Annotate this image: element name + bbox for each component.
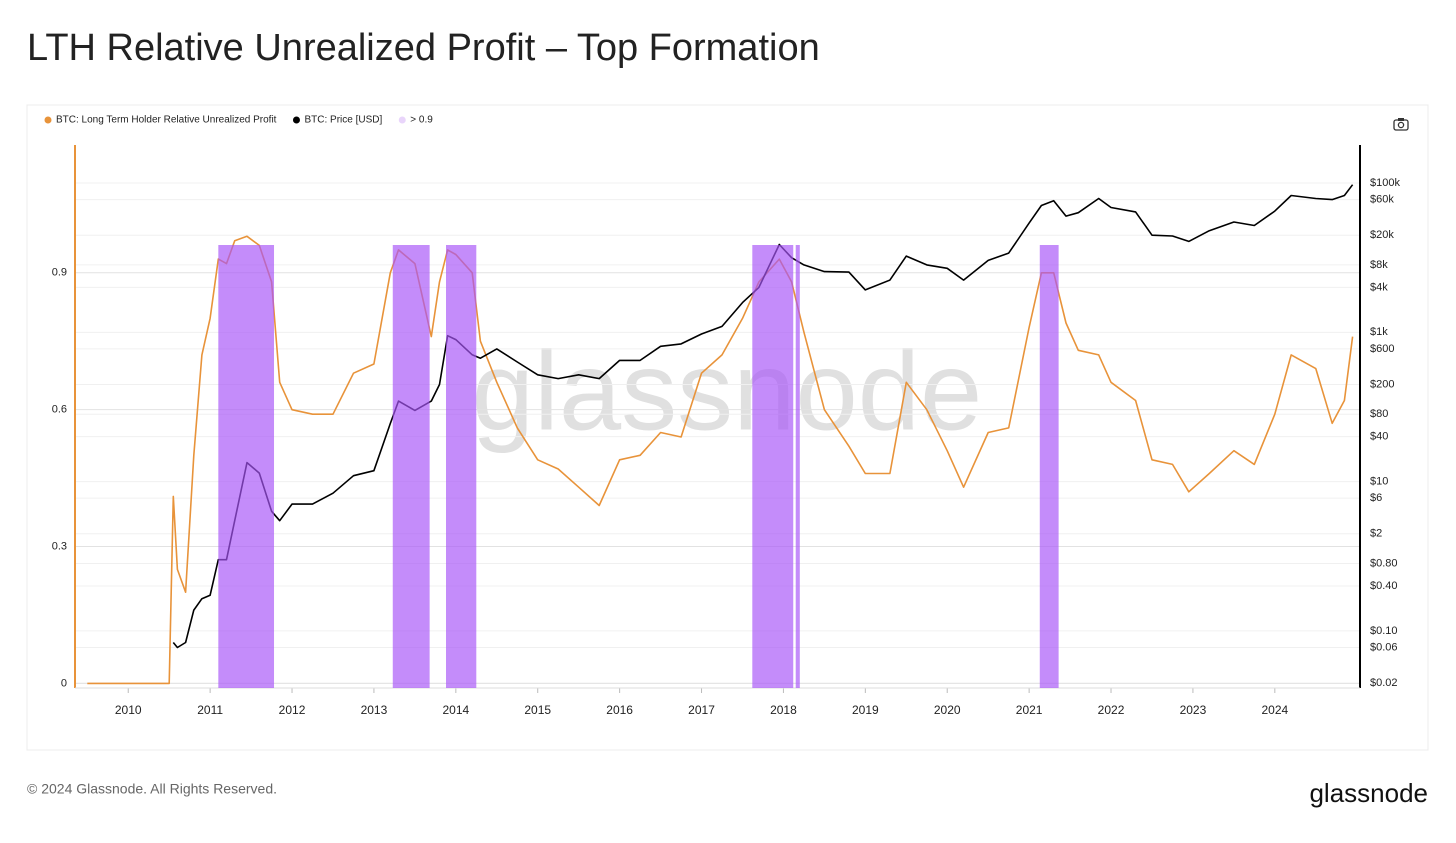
y2-tick-label: $80 — [1370, 408, 1388, 420]
x-tick-label: 2014 — [442, 703, 469, 717]
chart-title: LTH Relative Unrealized Profit – Top For… — [27, 27, 820, 69]
y2-tick-label: $0.40 — [1370, 580, 1398, 592]
y2-tick-label: $600 — [1370, 343, 1394, 355]
y2-tick-label: $6 — [1370, 492, 1382, 504]
y-tick-label: 0 — [61, 677, 67, 689]
y2-tick-label: $200 — [1370, 378, 1394, 390]
x-tick-label: 2018 — [770, 703, 797, 717]
highlight-band — [752, 245, 794, 688]
y2-tick-label: $40 — [1370, 431, 1388, 443]
y-tick-label: 0.9 — [52, 267, 67, 279]
legend-label: > 0.9 — [410, 115, 433, 126]
legend-swatch — [292, 116, 300, 124]
y2-tick-label: $100k — [1370, 177, 1400, 189]
x-tick-label: 2015 — [524, 703, 551, 717]
y2-tick-label: $1k — [1370, 326, 1388, 338]
highlight-band — [795, 245, 800, 688]
x-tick-label: 2021 — [1016, 703, 1043, 717]
x-tick-label: 2020 — [934, 703, 961, 717]
camera-icon[interactable] — [1393, 118, 1409, 131]
legend-label: BTC: Price [USD] — [304, 115, 382, 126]
x-tick-label: 2019 — [852, 703, 879, 717]
y2-tick-label: $60k — [1370, 193, 1394, 205]
y2-tick-label: $0.02 — [1370, 677, 1398, 689]
y2-tick-label: $2 — [1370, 528, 1382, 540]
legend-swatch — [398, 116, 406, 124]
y2-tick-label: $0.06 — [1370, 641, 1398, 653]
x-tick-label: 2016 — [606, 703, 633, 717]
highlight-band — [392, 245, 430, 688]
x-tick-label: 2011 — [197, 703, 223, 717]
legend-swatch — [44, 116, 52, 124]
y2-tick-label: $4k — [1370, 281, 1388, 293]
x-tick-label: 2010 — [115, 703, 142, 717]
x-tick-label: 2024 — [1261, 703, 1288, 717]
x-tick-label: 2023 — [1180, 703, 1207, 717]
y-tick-label: 0.3 — [52, 540, 67, 552]
y2-tick-label: $10 — [1370, 476, 1388, 488]
x-tick-label: 2013 — [361, 703, 388, 717]
y2-tick-label: $20k — [1370, 229, 1394, 241]
legend-label: BTC: Long Term Holder Relative Unrealize… — [56, 115, 277, 126]
series-line — [172, 184, 1354, 649]
highlight-band — [218, 245, 275, 688]
x-tick-label: 2017 — [688, 703, 715, 717]
x-tick-label: 2022 — [1098, 703, 1125, 717]
x-tick-label: 2012 — [279, 703, 306, 717]
footer: © 2024 Glassnode. All Rights Reserved. — [27, 781, 277, 797]
logo: glassnode — [1309, 778, 1428, 808]
y2-tick-label: $0.80 — [1370, 557, 1398, 569]
y-tick-label: 0.6 — [52, 404, 67, 416]
highlight-band — [446, 245, 477, 688]
y2-tick-label: $8k — [1370, 259, 1388, 271]
highlight-band — [1039, 245, 1059, 688]
y2-tick-label: $0.10 — [1370, 625, 1398, 637]
